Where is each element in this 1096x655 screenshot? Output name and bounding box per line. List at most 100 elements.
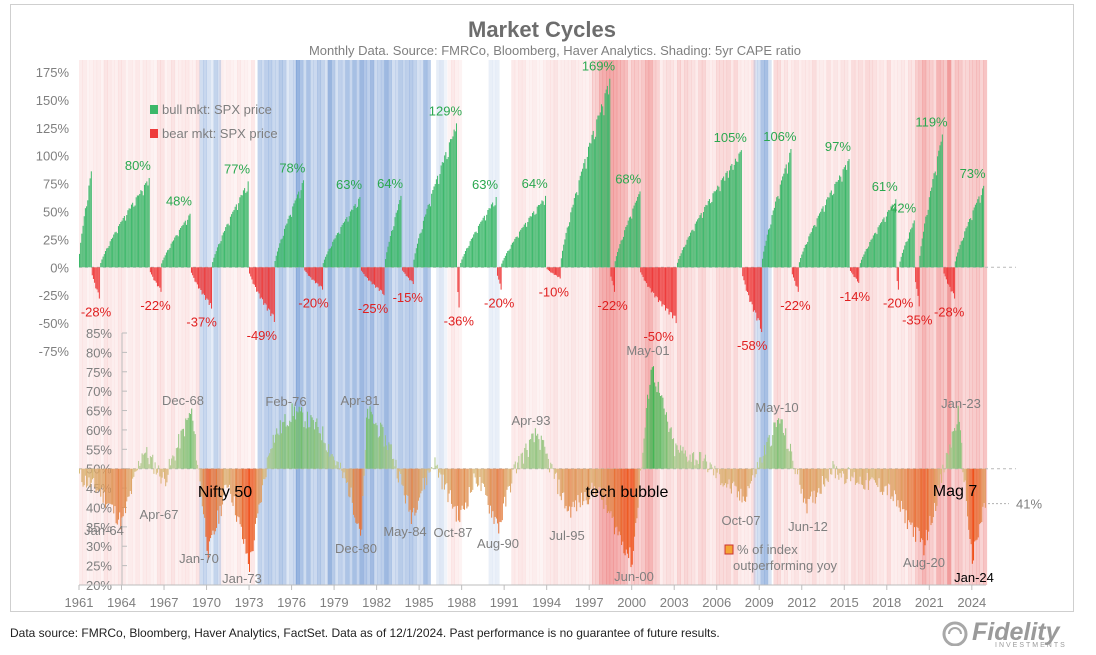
breadth-bar (664, 414, 666, 469)
bull-bar (325, 256, 327, 268)
breadth-bar (983, 468, 985, 503)
bull-bar (540, 203, 542, 268)
fidelity-logo[interactable]: Fidelity (972, 618, 1060, 646)
bull-bar (862, 256, 864, 268)
bull-bar (442, 162, 444, 268)
bull-bar (385, 259, 387, 268)
cape-shade-high (951, 60, 956, 585)
breadth-bar (540, 435, 542, 469)
bear-bar (269, 267, 271, 310)
breadth-bar (686, 456, 688, 469)
breadth-bar (260, 468, 262, 503)
breadth-bar (558, 468, 560, 480)
breadth-bar (447, 468, 449, 503)
bull-bar (237, 210, 239, 268)
bull-bar (785, 164, 787, 268)
cape-shade-low (206, 60, 211, 585)
bull-bar (344, 221, 346, 268)
bull-bar (878, 225, 880, 268)
bear-bar (152, 267, 154, 277)
breadth-bar (693, 452, 695, 469)
cape-shade-low (213, 60, 218, 585)
bull-bar (242, 190, 244, 268)
bull-bar (564, 239, 566, 268)
bear-bar (613, 267, 615, 292)
breadth-bar (449, 468, 451, 491)
bull-bar (638, 194, 640, 268)
bear-bar (200, 267, 202, 291)
bull-bar (333, 239, 335, 268)
breadth-bar (730, 468, 732, 494)
breadth-bar (898, 468, 900, 508)
breadth-bar (610, 468, 612, 512)
breadth-bar (811, 468, 813, 492)
breadth-bar (721, 468, 723, 484)
bull-bar (228, 225, 230, 268)
bear-bar (750, 267, 752, 302)
cape-shade-high (156, 60, 161, 585)
breadth-bar (156, 468, 158, 473)
breadth-bar (689, 454, 691, 469)
breadth-bar (599, 468, 601, 488)
bear-bar (154, 267, 156, 281)
breadth-bar (551, 464, 553, 469)
breadth-bar (158, 465, 160, 469)
cape-shade-high (233, 60, 238, 585)
breadth-bar (694, 465, 696, 469)
breadth-bar (531, 433, 533, 469)
bull-bar (359, 196, 361, 268)
breadth-bar (430, 466, 432, 469)
bull-bar (329, 248, 331, 268)
cape-shade-high (723, 60, 728, 585)
x-tick-label: 1985 (405, 595, 434, 610)
cape-shade-high (943, 60, 948, 585)
breadth-bar (652, 366, 654, 469)
bull-peak-label: 68% (615, 171, 641, 186)
cape-shade-high (550, 60, 555, 585)
breadth-bar (297, 412, 299, 469)
cape-shade-high (737, 60, 742, 585)
breadth-bar (663, 408, 665, 469)
bear-bar (673, 267, 675, 316)
breadth-bar (877, 468, 879, 488)
bull-bar (146, 181, 148, 268)
bear-bar (198, 267, 200, 289)
cape-shade-high (564, 60, 569, 585)
breadth-bar (414, 468, 416, 516)
bull-bar (630, 216, 632, 268)
breadth-bar (941, 468, 943, 483)
breadth-bar (521, 452, 523, 469)
breadth-bar (678, 452, 680, 469)
breadth-bar (669, 428, 671, 469)
cape-shade-low (377, 60, 382, 585)
bull-bar (532, 212, 534, 268)
bull-bar (354, 204, 356, 268)
bull-bar (966, 226, 968, 268)
bull-bar (148, 178, 150, 268)
cape-shade-high (167, 60, 172, 585)
bull-bar (582, 168, 584, 268)
upper-y-tick-label: -25% (39, 288, 70, 303)
breadth-bar (168, 458, 170, 469)
cape-shade-high (847, 60, 852, 585)
breadth-bar (468, 468, 470, 488)
breadth-bar (350, 468, 352, 488)
cape-shade-high (784, 60, 788, 585)
cape-shade-high (801, 60, 806, 585)
bull-bar (815, 226, 817, 268)
cape-shade-low (359, 60, 364, 585)
breadth-bar (864, 468, 866, 490)
breadth-bar (827, 468, 829, 483)
breadth-bar (198, 468, 200, 470)
bull-bar (730, 165, 732, 268)
breadth-bar (167, 468, 169, 475)
breadth-bar (624, 468, 626, 556)
breadth-bar (134, 468, 136, 472)
bull-bar (820, 211, 822, 268)
breadth-bar (800, 468, 802, 494)
breadth-bar (873, 468, 875, 481)
bull-bar (874, 233, 876, 268)
breadth-bar (251, 468, 253, 552)
breadth-bar (754, 468, 756, 478)
breadth-bar (177, 447, 179, 469)
